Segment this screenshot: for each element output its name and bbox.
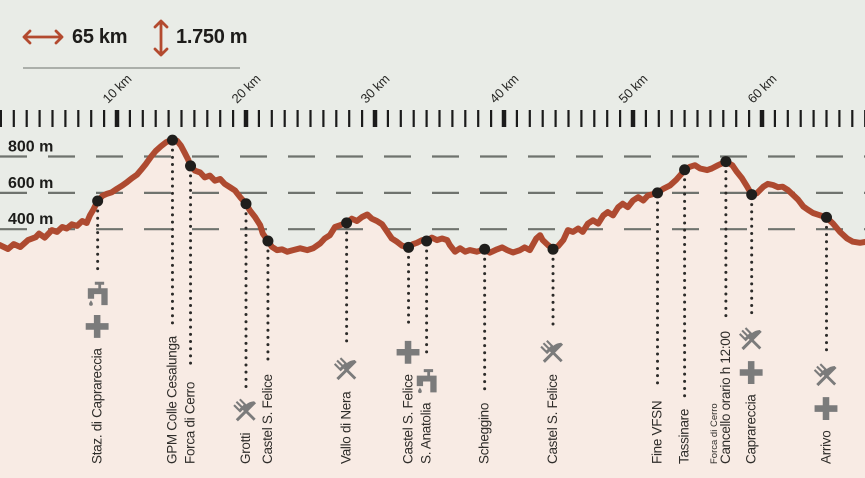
poi-tassinare: Tassinare [677, 164, 692, 464]
y-axis-label-800m: 800 m [8, 138, 53, 155]
food-icon [333, 357, 357, 381]
first-aid-cross-shape [739, 361, 763, 384]
poi-castel-s-felice: Castel S. Felice [260, 235, 275, 464]
gridlines: 800 m 600 m 400 m [0, 138, 865, 231]
poi-label: Vallo di Nera [339, 391, 354, 464]
legend: 65 km 1.750 m [0, 0, 260, 80]
first-aid-cross-shape [85, 315, 109, 338]
poi-label: Castel S. Felice [545, 374, 560, 464]
first-aid-cross-shape [814, 397, 838, 420]
poi-marker-dot [479, 243, 491, 255]
first-aid-icon [396, 340, 420, 364]
points-of-interest: Staz. di Caprareccia GPM Colle Cesalunga F… [85, 134, 838, 464]
poi-marker-dot [652, 187, 664, 199]
profile-line [0, 136, 865, 256]
poi-marker-dot [403, 241, 415, 253]
knife-shape [741, 329, 762, 351]
legend-divider [23, 67, 240, 69]
water-tap-icon [416, 369, 437, 394]
poi-marker-dot [720, 156, 732, 168]
food-icon [813, 363, 837, 387]
food-icon [738, 327, 762, 351]
poi-caprareccia: Caprareccia [738, 189, 763, 464]
tap-body-shape [87, 281, 108, 306]
food-icon [233, 398, 257, 422]
poi-marker-dot [746, 189, 758, 201]
poi-marker-dot [262, 235, 274, 247]
water-tap-icon [87, 281, 108, 306]
poi-label: Forca di Cerro [183, 382, 198, 464]
knife-shape [235, 401, 257, 422]
first-aid-icon [814, 397, 838, 420]
y-axis-label-400m: 400 m [8, 211, 53, 228]
poi-marker-dot [547, 243, 559, 255]
poi-marker-dot [166, 134, 178, 146]
knife-shape [542, 342, 564, 363]
poi-marker-dot [341, 217, 353, 229]
profile-area-fill [0, 139, 865, 478]
poi-sublabel: Forca di Cerro [709, 403, 720, 464]
first-aid-cross-shape [396, 340, 420, 364]
horizontal-double-arrow-icon [22, 29, 64, 45]
poi-label: S. Anatolia [419, 402, 434, 464]
poi-castel-s-felice: Castel S. Felice [396, 241, 420, 464]
poi-castel-s-felice: Castel S. Felice [540, 243, 564, 464]
knife-shape [336, 360, 357, 381]
poi-fine-vfsn: Fine VFSN [650, 187, 665, 464]
km-tick-label: 30 km [358, 71, 393, 106]
poi-vallo-di-nera: Vallo di Nera [333, 217, 357, 464]
poi-label: GPM Colle Cesalunga [164, 335, 179, 464]
poi-staz-di-caprareccia: Staz. di Caprareccia [85, 195, 109, 464]
poi-gpm-colle-cesalunga: GPM Colle Cesalunga [164, 134, 179, 464]
first-aid-icon [739, 361, 763, 384]
km-tick-label: 40 km [487, 71, 522, 106]
poi-label: Staz. di Caprareccia [90, 348, 105, 464]
knife-shape [816, 365, 837, 387]
poi-label: Arrivo [819, 431, 834, 464]
total-climb-label: 1.750 m [176, 26, 248, 48]
tap-body-shape [416, 369, 437, 393]
poi-marker-dot [185, 160, 197, 172]
poi-label: Castel S. Felice [260, 374, 275, 464]
water-drop-shape [89, 300, 93, 306]
poi-label: Castel S. Felice [401, 374, 416, 464]
poi-forca-di-cerro: Forca di Cerro [183, 160, 198, 464]
poi-marker-dot [92, 195, 104, 207]
poi-label: Tassinare [677, 409, 692, 464]
poi-scheggino: Scheggino [477, 243, 492, 464]
poi-label: Scheggino [477, 403, 492, 464]
y-axis-label-600m: 600 m [8, 175, 53, 192]
km-tick-label: 60 km [745, 71, 780, 106]
poi-marker-dot [240, 198, 252, 210]
water-drop-shape [418, 387, 422, 394]
poi-grotti: Grotti [233, 198, 257, 464]
poi-label: Grotti [238, 432, 253, 464]
first-aid-icon [85, 315, 109, 338]
food-icon [540, 340, 564, 363]
poi-marker-dot [679, 164, 691, 176]
km-tick-label: 50 km [616, 71, 651, 106]
vertical-double-arrow-icon [153, 19, 169, 57]
poi-label: Fine VFSN [650, 401, 665, 464]
poi-label: Cancello orario h 12:00 [718, 331, 733, 464]
poi-label: Caprareccia [744, 394, 759, 464]
poi-arrivo: Arrivo [813, 211, 838, 464]
poi-marker-dot [421, 235, 433, 247]
poi-s-anatolia: S. Anatolia [416, 235, 437, 464]
total-distance-label: 65 km [72, 26, 128, 48]
poi-marker-dot [821, 211, 832, 223]
